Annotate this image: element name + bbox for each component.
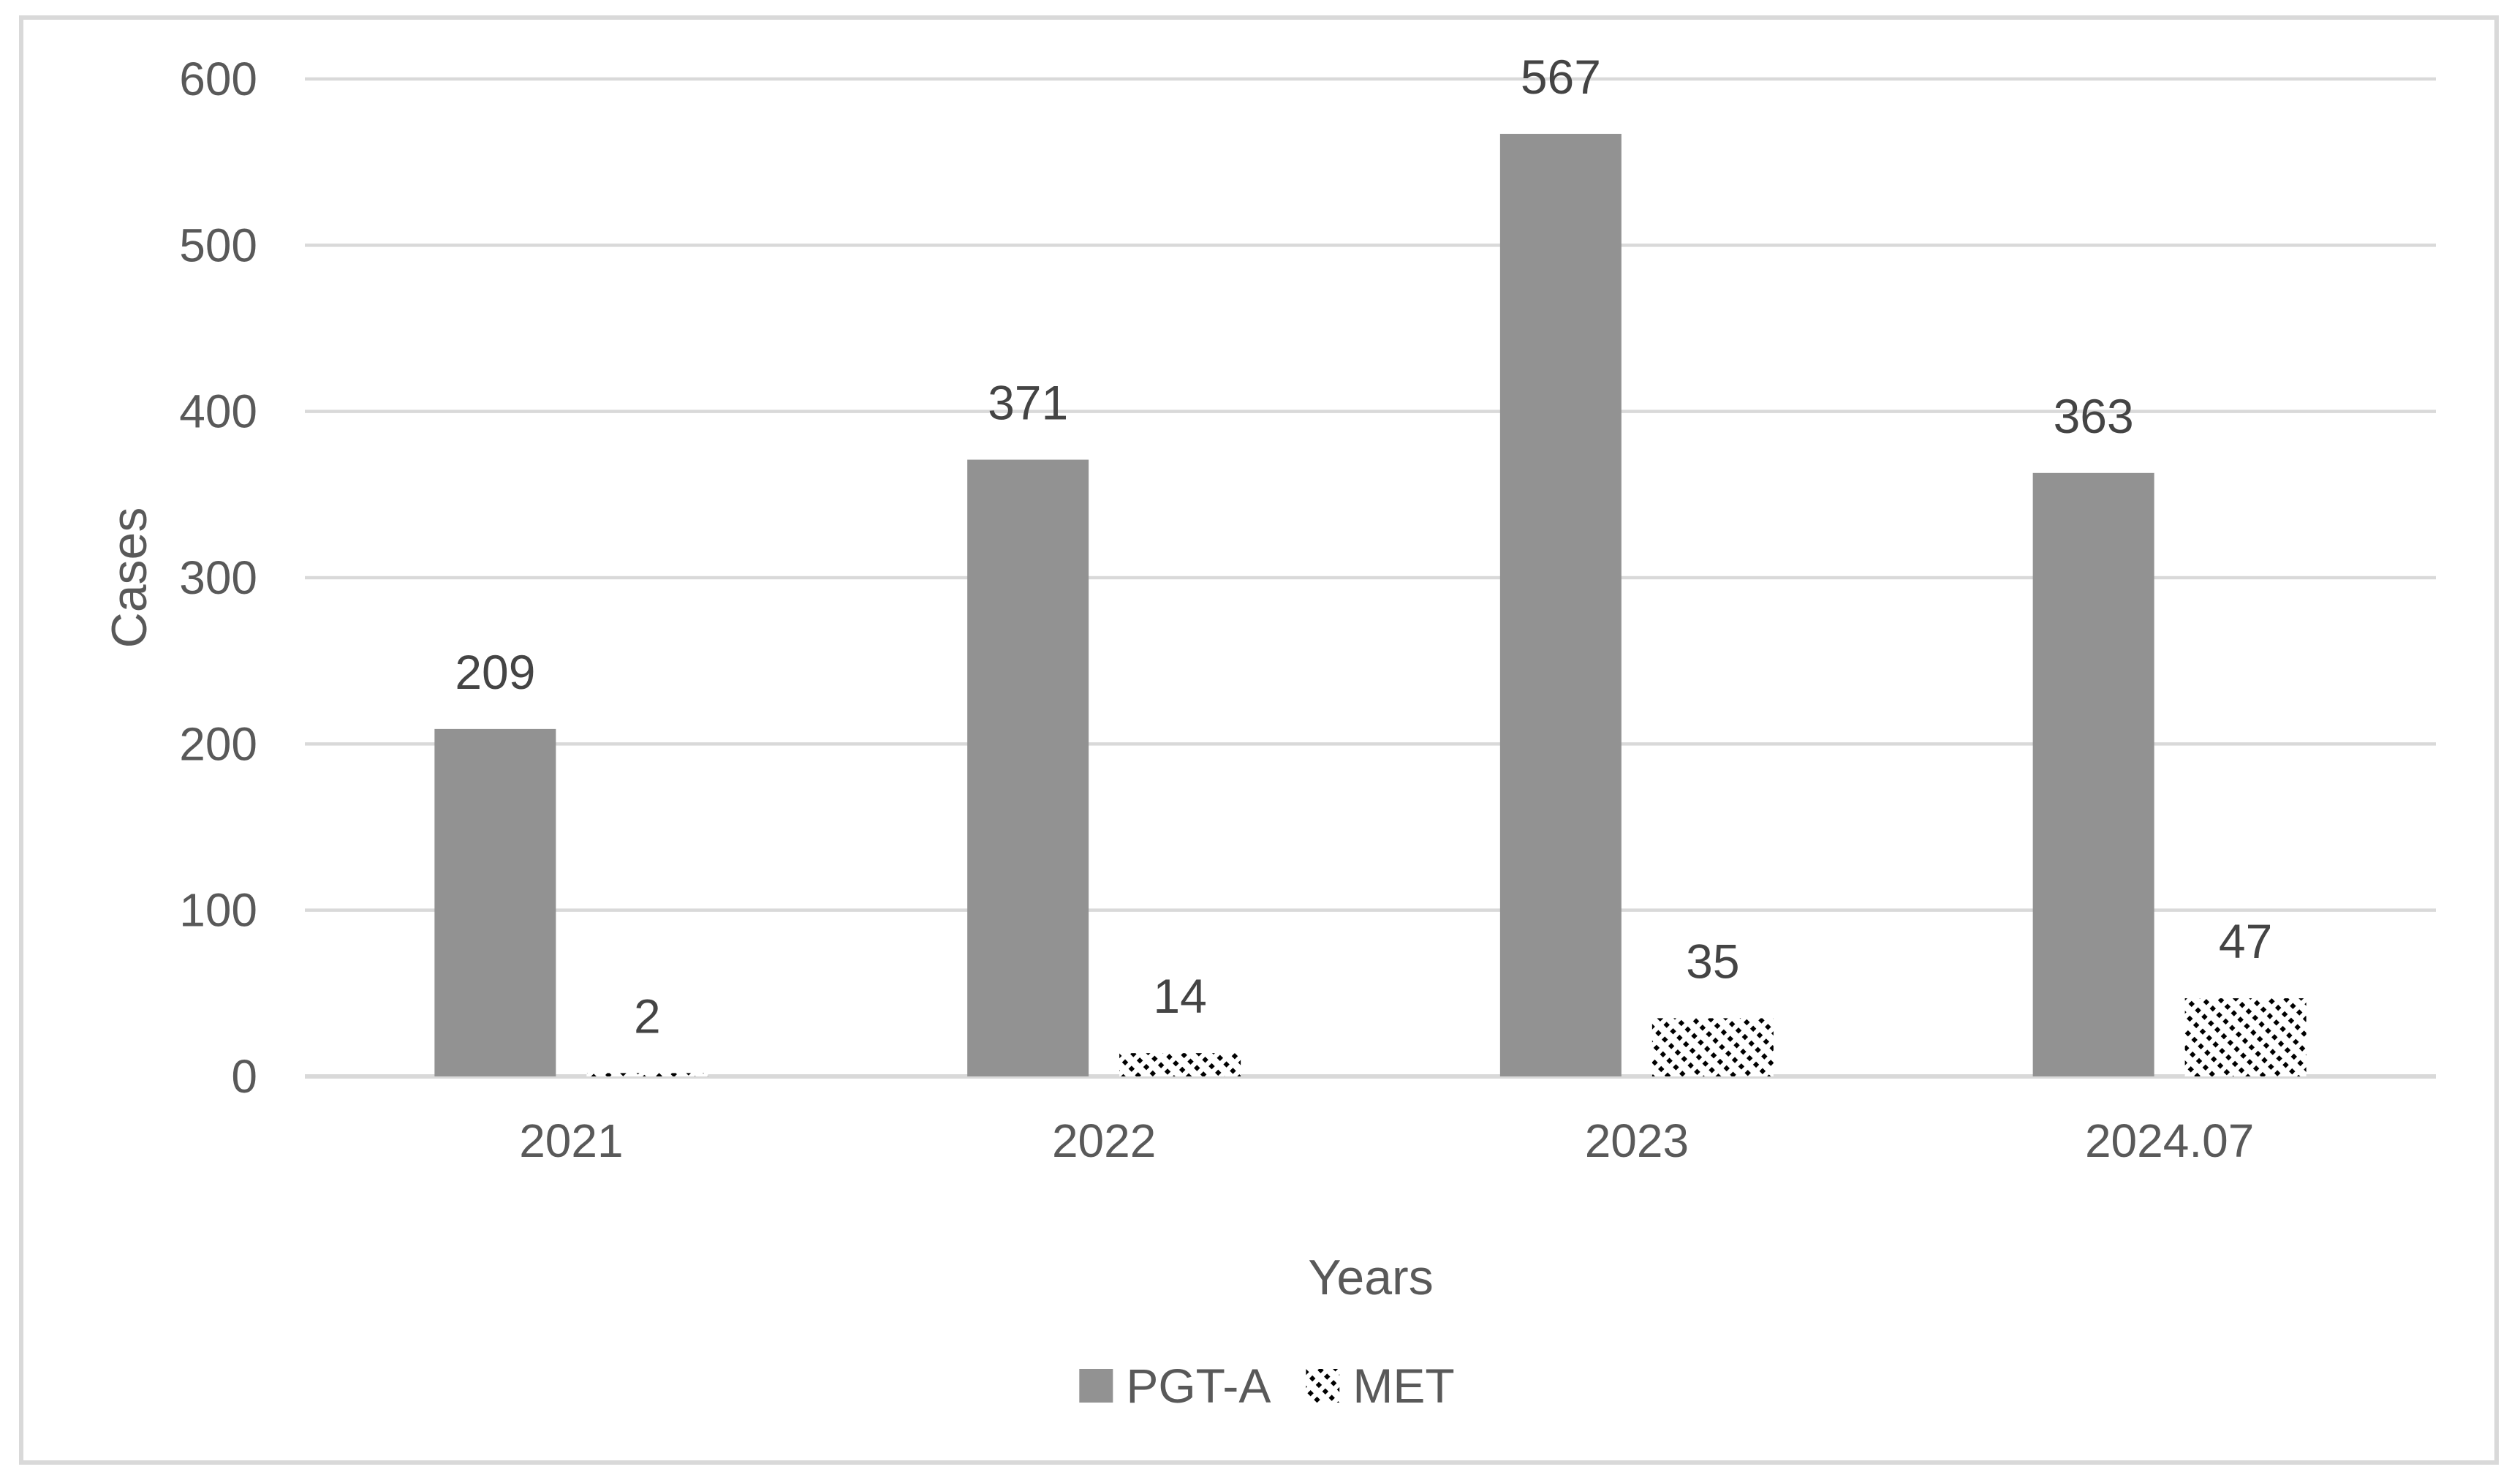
- bar-value-label-met-2022: 14: [1153, 969, 1206, 1023]
- x-tick-label-2023: 2023: [1585, 1114, 1689, 1167]
- legend-swatch-met-hatch: [1306, 1369, 1340, 1403]
- bar-pgt-a-2023: [1499, 134, 1622, 1076]
- bar-value-label-pgt-a-2021: 209: [455, 645, 535, 699]
- bar-value-label-pgt-a-2024-07: 363: [2054, 389, 2134, 443]
- bar-pgt-a-2024-07: [2032, 472, 2154, 1076]
- legend-label-met: MET: [1352, 1359, 1455, 1413]
- x-tick-label-2021: 2021: [519, 1114, 623, 1167]
- x-tick-label-2024-07: 2024.07: [2085, 1114, 2254, 1167]
- bar-value-label-met-2021: 2: [634, 989, 661, 1043]
- bar-pgt-a-2022: [967, 459, 1089, 1076]
- y-tick-label-500: 500: [179, 219, 257, 271]
- bar-met-2021: [586, 1073, 708, 1076]
- y-axis-title: Cases: [102, 507, 157, 649]
- x-tick-label-2022: 2022: [1052, 1114, 1156, 1167]
- legend-label-pgt-a: PGT-A: [1126, 1359, 1271, 1413]
- bar-met-2022: [1119, 1053, 1241, 1076]
- y-tick-label-600: 600: [179, 53, 257, 105]
- legend: PGT-A MET: [1079, 1359, 1455, 1413]
- bar-value-label-pgt-a-2023: 567: [1521, 50, 1601, 104]
- legend-item-met: MET: [1306, 1359, 1455, 1413]
- bar-value-label-met-2024-07: 47: [2219, 914, 2272, 968]
- legend-item-pgt-a: PGT-A: [1079, 1362, 1271, 1410]
- y-tick-label-400: 400: [179, 385, 257, 438]
- bar-met-2023: [1651, 1018, 1774, 1076]
- chart-frame-border: [19, 15, 2499, 1465]
- bar-pgt-a-2021: [434, 728, 556, 1076]
- y-tick-label-200: 200: [179, 717, 257, 770]
- x-axis-title: Years: [1308, 1250, 1434, 1305]
- bar-met-2024-07: [2184, 998, 2307, 1076]
- y-tick-label-100: 100: [179, 884, 257, 937]
- y-tick-label-0: 0: [231, 1050, 257, 1103]
- bar-value-label-pgt-a-2022: 371: [988, 376, 1068, 430]
- legend-swatch-pgt-a-solid: [1079, 1369, 1113, 1403]
- bar-value-label-met-2023: 35: [1686, 934, 1739, 988]
- y-tick-label-300: 300: [179, 551, 257, 604]
